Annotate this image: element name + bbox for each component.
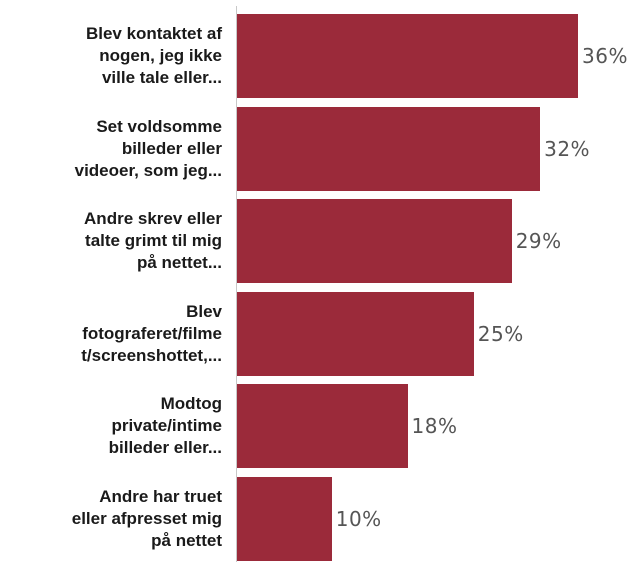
category-label-line: ville tale eller... bbox=[101, 68, 222, 87]
category-label-line: private/intime bbox=[111, 416, 222, 436]
category-label-line: t/screenshottet,... bbox=[81, 345, 222, 365]
value-label: 10% bbox=[335, 507, 382, 531]
bar bbox=[237, 14, 578, 98]
value-label: 32% bbox=[544, 136, 591, 161]
value-label: 18% bbox=[411, 414, 458, 439]
category-label-line: Blev bbox=[186, 301, 222, 321]
category-label: Andre har truet eller afpresset mig på net… bbox=[0, 486, 222, 552]
category-label-line: Set voldsomme bbox=[96, 116, 222, 136]
value-label: 29% bbox=[515, 229, 562, 254]
category-label-line: på nettet bbox=[151, 531, 222, 550]
bar bbox=[237, 291, 474, 376]
category-label-line: Blev kontaktet af bbox=[85, 24, 222, 43]
category-label: Andre skrev eller talte grimt til mig på n… bbox=[0, 208, 222, 274]
category-label-line: eller afpresset mig bbox=[71, 509, 222, 528]
category-label-line: Modtog bbox=[160, 394, 222, 414]
category-label-line: Andre har truet bbox=[99, 487, 222, 506]
category-label: Blev kontaktet af nogen, jeg ikke ville ta… bbox=[0, 23, 222, 89]
category-label-line: billeder eller... bbox=[108, 438, 222, 458]
value-label: 36% bbox=[582, 44, 628, 68]
category-label-line: talte grimt til mig bbox=[85, 231, 222, 251]
bar bbox=[237, 384, 408, 469]
category-label: Set voldsomme billeder eller videoer, som … bbox=[0, 116, 222, 182]
category-label-line: billeder eller bbox=[121, 138, 222, 158]
category-label-line: fotograferet/filme bbox=[82, 323, 222, 343]
category-label-line: Andre skrev eller bbox=[84, 209, 222, 229]
category-label: Blev fotograferet/filme t/screenshottet,..… bbox=[0, 301, 222, 367]
value-label: 25% bbox=[477, 321, 524, 346]
bar bbox=[237, 106, 541, 191]
category-label-line: nogen, jeg ikke bbox=[99, 46, 222, 65]
category-label: Modtog private/intime billeder eller... bbox=[0, 393, 222, 459]
category-axis-line bbox=[236, 6, 237, 562]
category-label-line: på nettet... bbox=[136, 253, 222, 273]
category-label-line: videoer, som jeg... bbox=[74, 160, 222, 180]
bar bbox=[237, 199, 512, 284]
bar bbox=[237, 477, 332, 561]
